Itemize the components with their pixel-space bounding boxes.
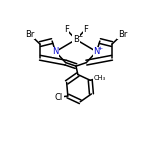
Text: N: N [52,47,59,56]
Text: CH₃: CH₃ [93,75,105,81]
Text: F: F [64,25,69,34]
Text: Cl: Cl [55,93,63,102]
Text: Br: Br [25,30,34,39]
Text: F: F [83,25,88,34]
Text: Br: Br [118,30,127,39]
Text: −: − [77,34,82,39]
Text: N: N [93,47,100,56]
Text: +: + [98,46,103,51]
Text: B: B [73,35,79,44]
